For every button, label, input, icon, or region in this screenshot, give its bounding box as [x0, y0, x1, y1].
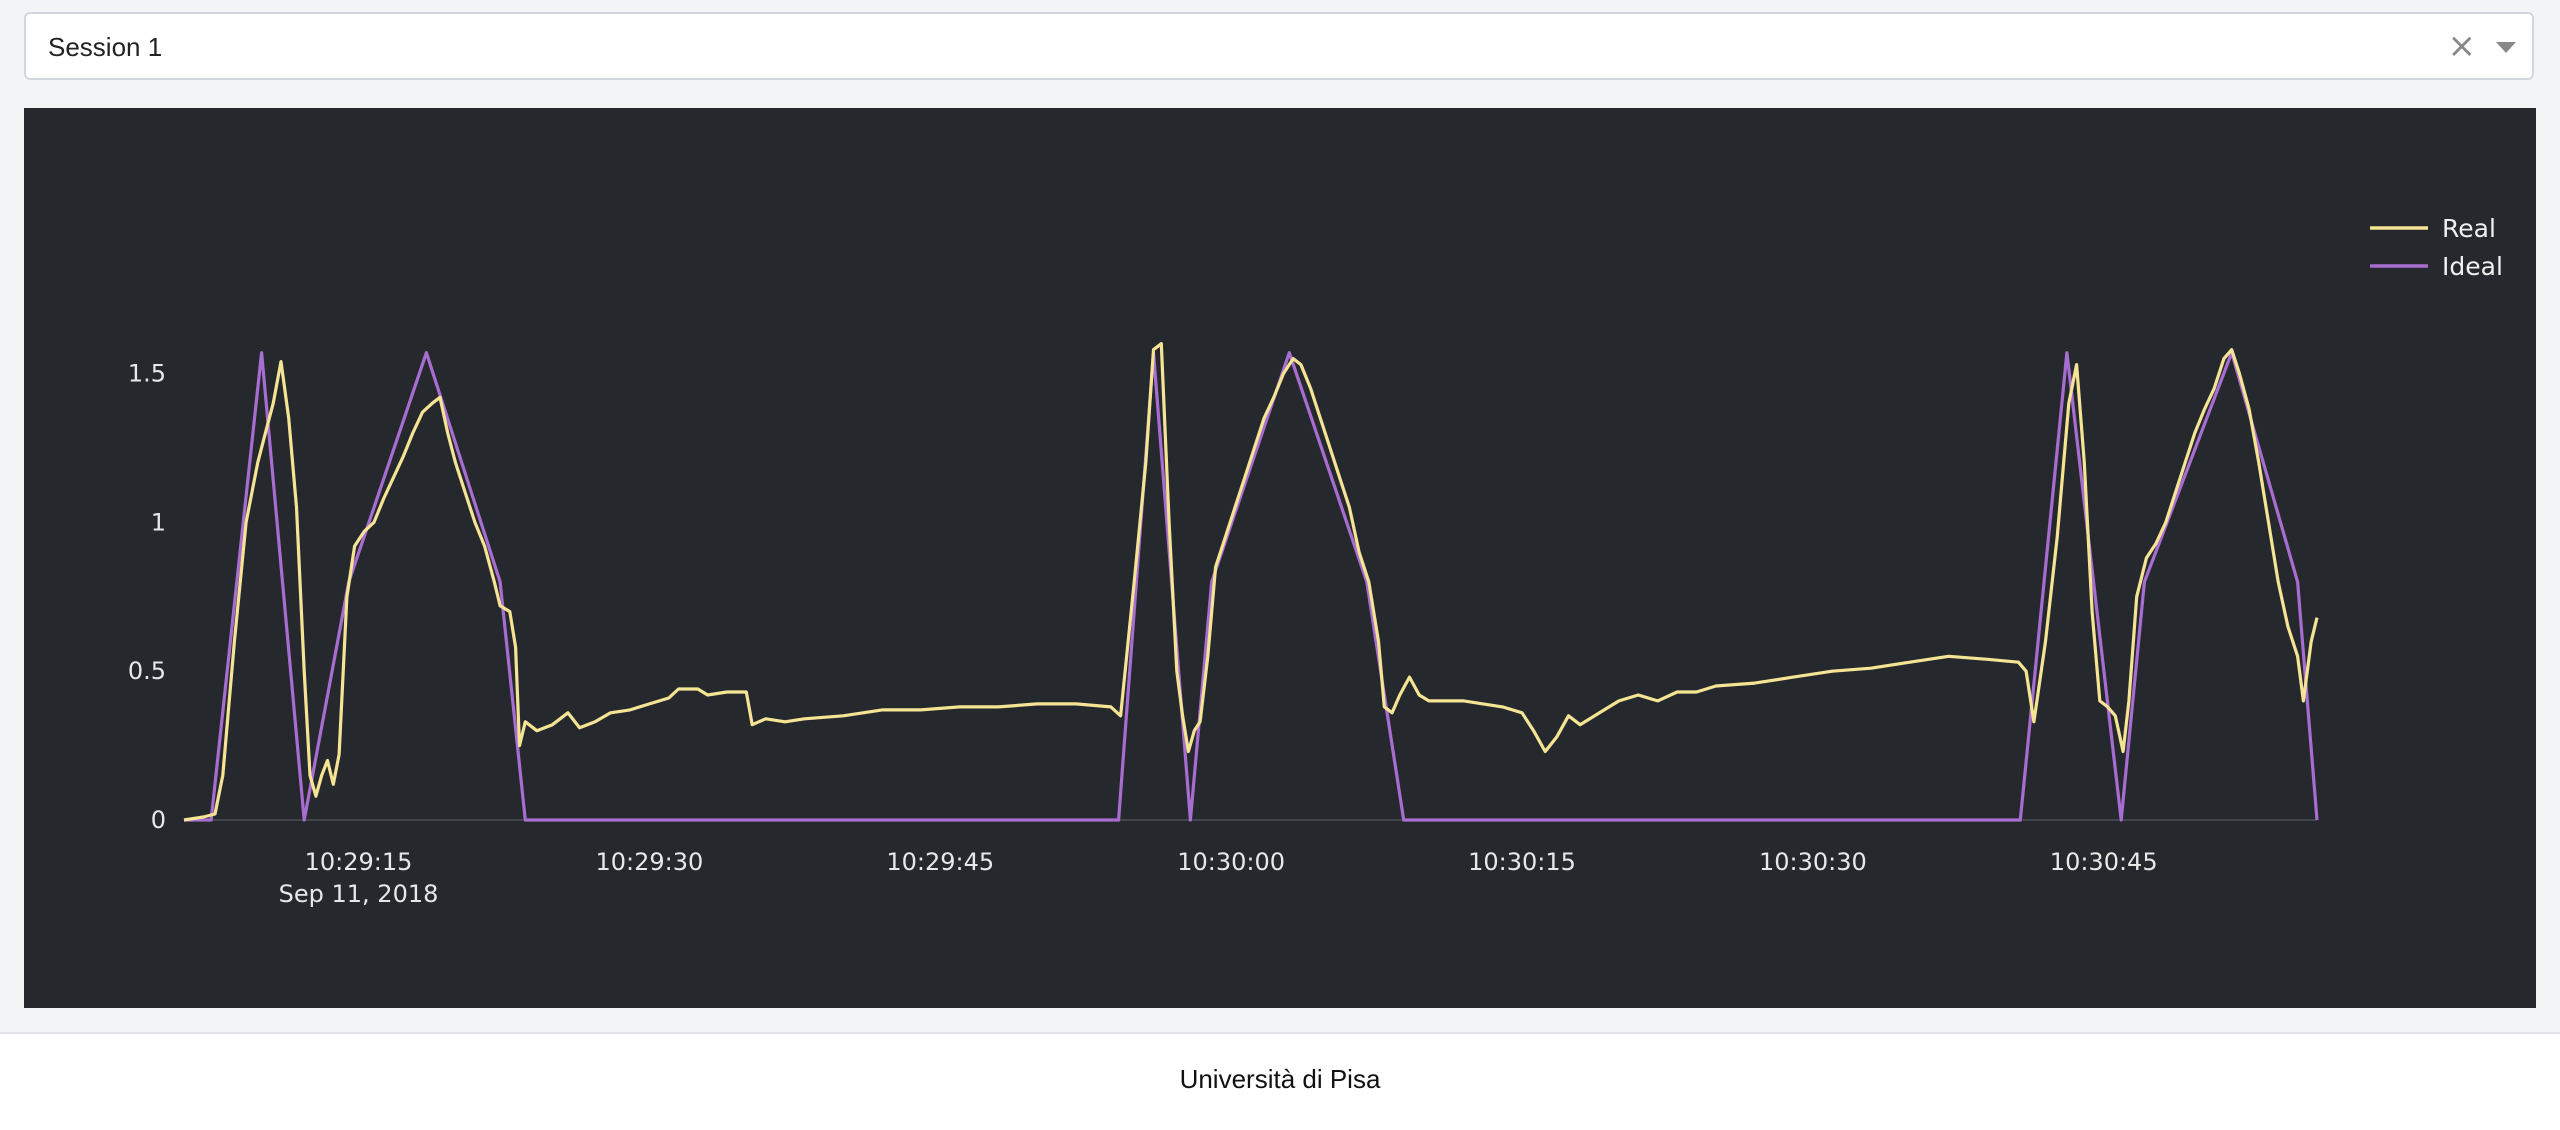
- chart-panel: 0 0.5 1 1.5 10:29:15 Sep 11, 2018 10:29:30 10:2…: [24, 108, 2536, 1008]
- y-tick-label: 0: [151, 806, 166, 834]
- session-select-value: Session 1: [48, 32, 163, 62]
- y-tick-label: 1: [151, 508, 166, 536]
- x-tick-label: 10:29:30: [595, 848, 703, 876]
- y-tick-label: 1.5: [128, 359, 166, 387]
- chevron-down-icon[interactable]: [2496, 42, 2516, 53]
- x-tick-label: 10:30:30: [1759, 848, 1867, 876]
- x-tick-label: 10:29:45: [886, 848, 994, 876]
- y-tick-label: 0.5: [128, 657, 166, 685]
- session-select[interactable]: Session 1 ×: [24, 12, 2534, 80]
- series-line-ideal[interactable]: [184, 351, 2319, 822]
- footer-text: Università di Pisa: [1179, 1064, 1381, 1094]
- x-tick-label: 10:30:15: [1468, 848, 1576, 876]
- footer: Università di Pisa: [0, 1032, 2560, 1130]
- legend-label-real[interactable]: Real: [2442, 214, 2496, 243]
- x-tick-date-label: Sep 11, 2018: [279, 880, 439, 908]
- legend-label-ideal[interactable]: Ideal: [2442, 252, 2503, 281]
- x-tick-label: 10:29:15: [305, 848, 413, 876]
- close-icon[interactable]: ×: [2447, 26, 2477, 66]
- x-tick-label: 10:30:00: [1177, 848, 1285, 876]
- line-chart[interactable]: 0 0.5 1 1.5 10:29:15 Sep 11, 2018 10:29:30 10:2…: [24, 108, 2536, 1008]
- x-tick-label: 10:30:45: [2050, 848, 2158, 876]
- series-line-real[interactable]: [183, 342, 2319, 822]
